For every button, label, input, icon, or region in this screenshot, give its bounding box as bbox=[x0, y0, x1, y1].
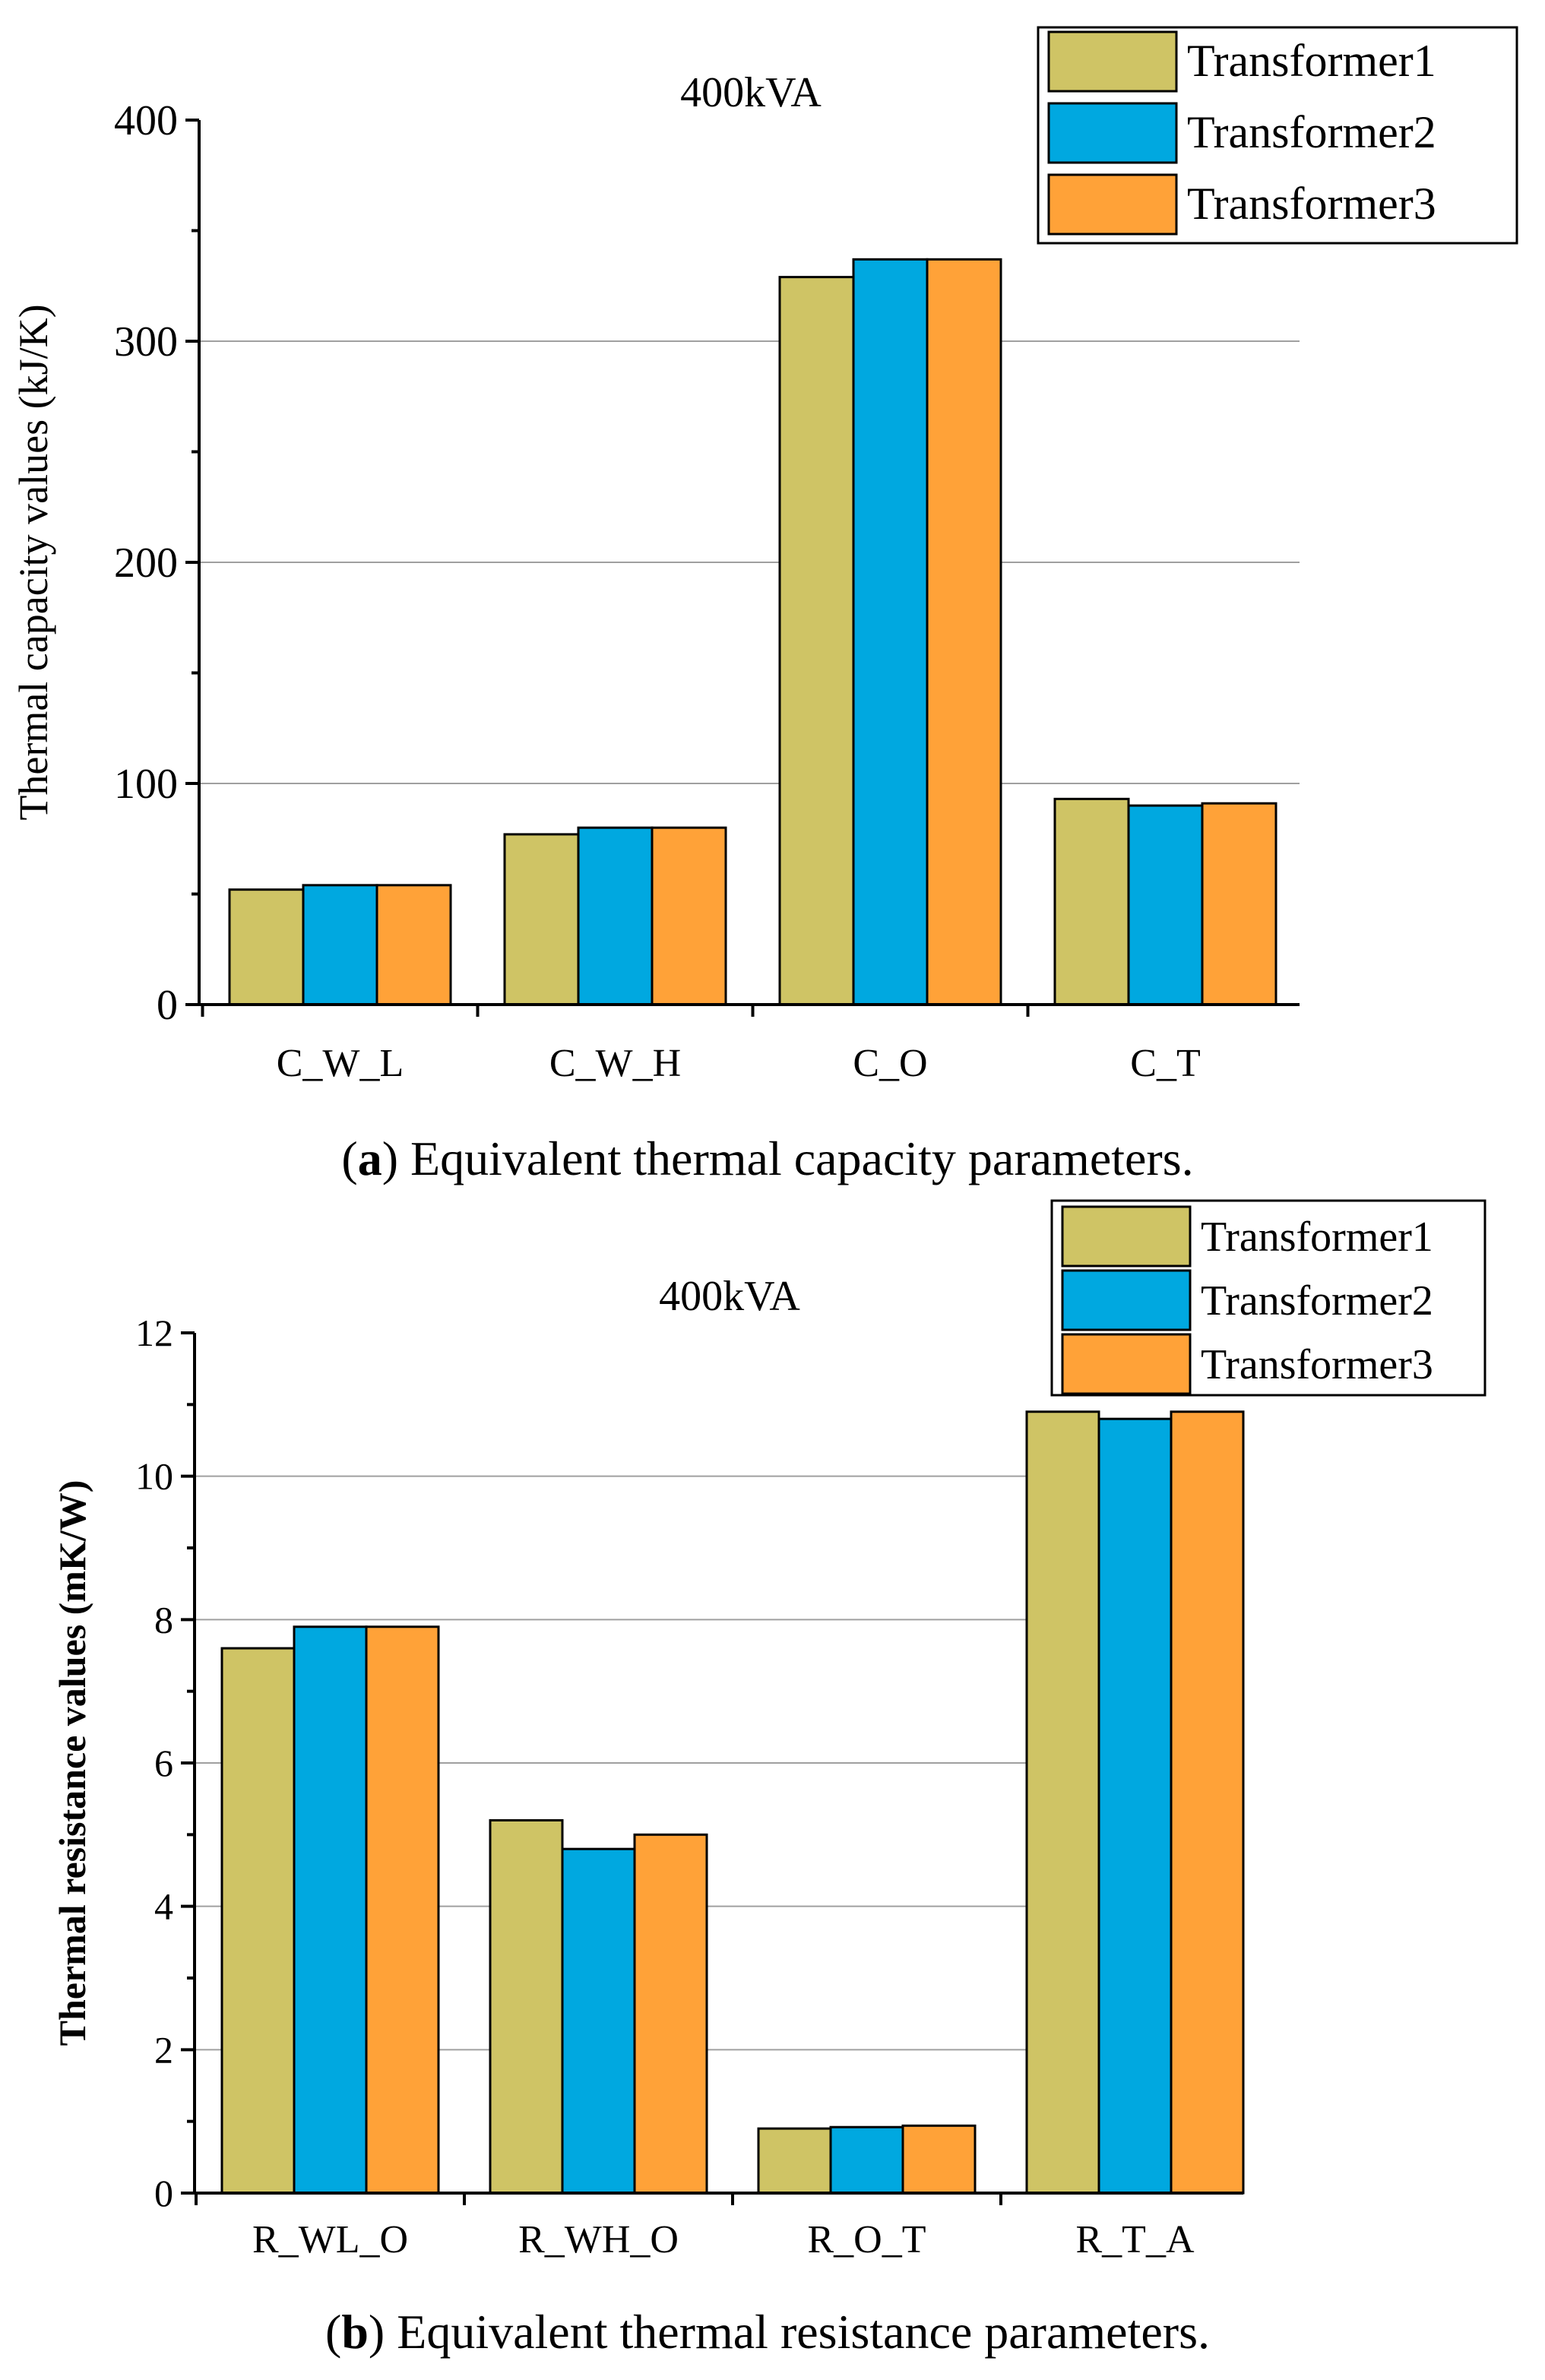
caption-letter: b bbox=[341, 2305, 369, 2359]
caption-paren-close: ) bbox=[382, 1131, 410, 1185]
legend-label-transformer1: Transformer1 bbox=[1187, 36, 1436, 86]
bar-transformer2-r_wh_o bbox=[561, 1847, 636, 2195]
x-tick-label: C_W_H bbox=[549, 1042, 681, 1085]
caption-text: Equivalent thermal resistance parameters… bbox=[397, 2305, 1210, 2359]
x-tick-label: R_T_A bbox=[1076, 2218, 1195, 2261]
y-tick-label: 400 bbox=[114, 97, 178, 144]
bar-transformer1-r_t_a bbox=[1025, 1410, 1100, 2195]
legend: Transformer1 Transformer2 Transformer3 bbox=[1050, 1199, 1486, 1397]
x-tick-label: C_T bbox=[1130, 1042, 1200, 1085]
legend-swatch-transformer3 bbox=[1061, 1333, 1192, 1395]
bar-transformer2-r_wl_o bbox=[293, 1625, 368, 2195]
axes: R_WL_O R_WH_O R_O_T R_T_A 0 2 4 6 8 10 12 bbox=[135, 1312, 1243, 2261]
legend-label-transformer3: Transformer3 bbox=[1201, 1341, 1433, 1388]
bar-transformer2-c_o bbox=[852, 258, 929, 1006]
legend: Transformer1 Transformer2 Transformer3 bbox=[1037, 26, 1518, 245]
y-tick-label: 0 bbox=[154, 2172, 173, 2214]
bar-transformer1-c_w_h bbox=[503, 833, 580, 1006]
y-tick-label: 8 bbox=[154, 1598, 173, 1641]
bar-transformer1-r_o_t bbox=[757, 2127, 832, 2195]
bar-transformer2-r_o_t bbox=[829, 2125, 904, 2195]
grid-lines bbox=[199, 340, 1300, 784]
caption-letter: a bbox=[358, 1131, 382, 1185]
bars bbox=[220, 1410, 1245, 2195]
y-tick-label: 300 bbox=[114, 318, 178, 366]
bar-transformer1-c_w_l bbox=[228, 888, 305, 1006]
x-tick-label: C_O bbox=[853, 1042, 927, 1085]
y-tick-label: 100 bbox=[114, 761, 178, 808]
bar-transformer3-r_wl_o bbox=[365, 1625, 440, 2195]
axes: C_W_L C_W_H C_O C_T 0 100 200 300 400 bbox=[114, 97, 1300, 1085]
chart-caption: (b) Equivalent thermal resistance parame… bbox=[325, 2305, 1210, 2359]
bar-transformer3-c_o bbox=[926, 258, 1002, 1006]
bar-transformer3-r_o_t bbox=[901, 2124, 977, 2195]
legend-label-transformer1: Transformer1 bbox=[1201, 1214, 1433, 1261]
bar-transformer3-c_w_h bbox=[651, 826, 727, 1006]
bar-transformer2-c_t bbox=[1127, 804, 1204, 1006]
caption-paren-open: ( bbox=[341, 1131, 357, 1185]
legend-swatch-transformer1 bbox=[1047, 30, 1178, 93]
bar-transformer1-c_t bbox=[1053, 797, 1130, 1006]
x-tick-label: R_WL_O bbox=[252, 2218, 408, 2261]
legend-swatch-transformer1 bbox=[1061, 1205, 1192, 1268]
chart-thermal-capacity: C_W_L C_W_H C_O C_T 0 100 200 300 400 400kVA The… bbox=[11, 26, 1518, 1185]
y-tick-label: 10 bbox=[135, 1455, 173, 1498]
chart-thermal-resistance: R_WL_O R_WH_O R_O_T R_T_A 0 2 4 6 8 10 12 400kVA T… bbox=[51, 1199, 1486, 2359]
legend-label-transformer2: Transformer2 bbox=[1201, 1277, 1433, 1325]
x-tick-label: C_W_L bbox=[277, 1042, 404, 1085]
y-axis-label: Thermal capacity values (kJ/K) bbox=[11, 304, 56, 820]
caption-paren-open: ( bbox=[325, 2305, 341, 2359]
y-tick-label: 0 bbox=[157, 982, 178, 1029]
bars bbox=[228, 258, 1277, 1006]
bar-transformer1-r_wh_o bbox=[489, 1818, 564, 2195]
legend-swatch-transformer3 bbox=[1047, 173, 1178, 236]
y-axis-label: Thermal resistance values (mK/W) bbox=[51, 1480, 93, 2046]
legend-swatch-transformer2 bbox=[1047, 102, 1178, 164]
caption-paren-close: ) bbox=[369, 2305, 397, 2359]
legend-swatch-transformer2 bbox=[1061, 1269, 1192, 1331]
chart-title: 400kVA bbox=[659, 1273, 800, 1320]
y-tick-label: 6 bbox=[154, 1742, 173, 1784]
y-tick-label: 12 bbox=[135, 1312, 173, 1354]
y-tick-label: 200 bbox=[114, 540, 178, 587]
y-tick-label: 4 bbox=[154, 1885, 173, 1928]
x-tick-label: R_O_T bbox=[808, 2218, 926, 2261]
chart-caption: (a) Equivalent thermal capacity paramete… bbox=[341, 1131, 1193, 1185]
caption-text: Equivalent thermal capacity parameters. bbox=[410, 1131, 1194, 1185]
bar-transformer3-r_t_a bbox=[1170, 1410, 1245, 2195]
bar-transformer3-c_w_l bbox=[375, 884, 452, 1006]
x-tick-label: R_WH_O bbox=[518, 2218, 679, 2261]
bar-transformer1-r_wl_o bbox=[220, 1647, 296, 2195]
legend-label-transformer3: Transformer3 bbox=[1187, 179, 1436, 229]
bar-transformer3-c_t bbox=[1201, 802, 1277, 1006]
bar-transformer2-r_t_a bbox=[1097, 1417, 1173, 2195]
legend-label-transformer2: Transformer2 bbox=[1187, 107, 1436, 157]
bar-transformer2-c_w_l bbox=[302, 884, 378, 1006]
bar-transformer2-c_w_h bbox=[577, 826, 654, 1006]
bar-transformer3-r_wh_o bbox=[633, 1833, 708, 2195]
chart-title: 400kVA bbox=[680, 69, 822, 116]
y-tick-label: 2 bbox=[154, 2028, 173, 2071]
bar-transformer1-c_o bbox=[778, 276, 855, 1006]
